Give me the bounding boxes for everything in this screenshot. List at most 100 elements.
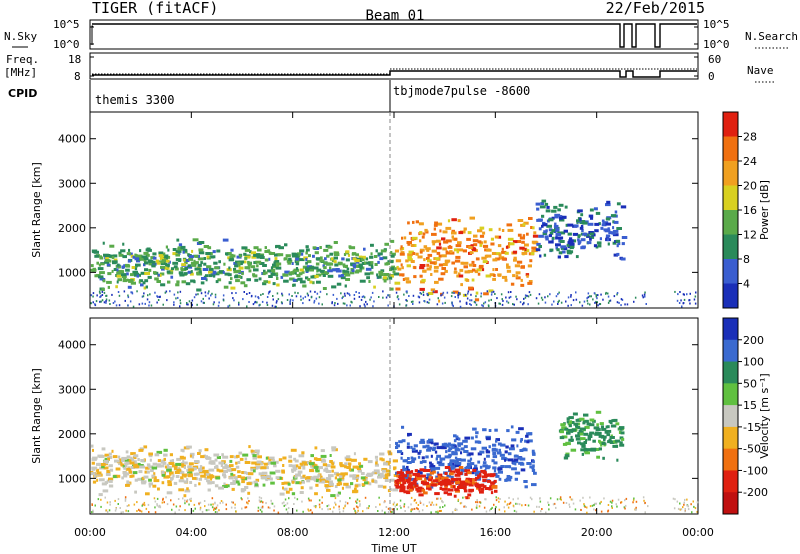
power-cell bbox=[377, 275, 382, 279]
vel-cell bbox=[418, 510, 421, 513]
vel-cell bbox=[102, 489, 109, 493]
power-cell bbox=[348, 292, 350, 295]
vel-cell bbox=[261, 510, 263, 513]
vel-cell bbox=[606, 433, 611, 437]
power-cell bbox=[581, 229, 584, 232]
power-cell bbox=[129, 300, 132, 303]
vel-cell bbox=[568, 424, 572, 428]
vel-cell bbox=[400, 469, 403, 472]
power-cell bbox=[465, 278, 470, 282]
power-cell bbox=[143, 286, 147, 290]
vel-cell bbox=[454, 488, 460, 492]
power-cell bbox=[473, 243, 478, 247]
vel-cell bbox=[265, 456, 268, 460]
vel-cell bbox=[278, 458, 283, 462]
vel-cell bbox=[221, 453, 224, 457]
power-cell bbox=[428, 298, 431, 301]
power-cell bbox=[464, 270, 470, 274]
power-cell bbox=[316, 269, 319, 273]
power-cell bbox=[501, 229, 505, 232]
vel-cell bbox=[620, 431, 625, 435]
vel-cell bbox=[219, 502, 221, 505]
power-cell bbox=[430, 288, 436, 292]
vel-cell bbox=[270, 499, 272, 502]
power-cell bbox=[198, 251, 205, 255]
power-cell bbox=[567, 232, 572, 236]
power-cell bbox=[566, 251, 572, 255]
vel-cell bbox=[163, 501, 165, 504]
power-cell bbox=[355, 253, 359, 257]
vel-cell bbox=[437, 473, 443, 477]
vel-cell bbox=[402, 485, 406, 489]
vel-cell bbox=[318, 480, 324, 484]
power-cell bbox=[679, 291, 681, 293]
vel-cell bbox=[448, 453, 452, 457]
power-cell bbox=[510, 291, 512, 293]
nave-tick-bottom: 0 bbox=[708, 70, 715, 83]
power-cell bbox=[155, 259, 159, 263]
power-cell bbox=[170, 275, 174, 279]
power-cell bbox=[611, 231, 614, 235]
power-cell bbox=[520, 283, 525, 287]
vel-cell bbox=[510, 444, 515, 448]
vel-cell bbox=[696, 501, 699, 504]
vel-cell bbox=[580, 509, 582, 511]
vel-cell bbox=[329, 508, 331, 510]
vel-cell bbox=[124, 498, 127, 500]
vel-cell bbox=[613, 418, 618, 422]
vel-cell bbox=[252, 456, 257, 460]
vel-cell bbox=[296, 498, 299, 501]
vel-cell bbox=[406, 465, 409, 469]
vel-cell bbox=[150, 468, 153, 472]
power-cell bbox=[507, 301, 510, 304]
vel-cell bbox=[317, 478, 322, 482]
vel-cell bbox=[179, 505, 181, 508]
vel-cell bbox=[101, 447, 106, 451]
power-cell bbox=[644, 291, 646, 294]
vel-cell bbox=[343, 482, 349, 486]
vel-cell bbox=[321, 496, 323, 499]
vel-cell bbox=[214, 507, 217, 510]
power-cell bbox=[246, 293, 248, 295]
vel-cell bbox=[457, 486, 463, 489]
power-cell bbox=[580, 224, 584, 228]
power-cell bbox=[452, 305, 454, 307]
power-cell bbox=[127, 304, 129, 307]
power-cell bbox=[183, 272, 188, 276]
power-cell bbox=[291, 295, 293, 297]
vel-cell bbox=[454, 507, 457, 510]
power-cell bbox=[587, 222, 594, 226]
vel-cell bbox=[106, 511, 109, 513]
vel-cell bbox=[595, 428, 601, 432]
power-cell bbox=[394, 249, 399, 253]
vel-cell bbox=[595, 509, 597, 512]
vel-cell bbox=[482, 461, 487, 465]
vel-cell bbox=[332, 510, 334, 513]
vel-cell bbox=[272, 459, 275, 463]
vel-cell bbox=[148, 484, 151, 488]
power-cell bbox=[431, 240, 437, 244]
vel-cell bbox=[581, 452, 584, 456]
vel-cell bbox=[420, 481, 425, 484]
vel-cell bbox=[506, 503, 509, 506]
vel-cell bbox=[279, 492, 285, 496]
power-cell bbox=[210, 294, 212, 297]
vel-cell bbox=[318, 499, 321, 502]
power-cell bbox=[143, 292, 145, 295]
power-cell bbox=[447, 219, 451, 223]
power-cell bbox=[95, 300, 98, 303]
vel-cell bbox=[611, 419, 616, 423]
vel-cell bbox=[364, 481, 369, 485]
vel-cell bbox=[359, 504, 361, 507]
vel-cell bbox=[613, 440, 616, 444]
power-cell bbox=[479, 234, 485, 238]
colorbar-segment bbox=[723, 448, 738, 471]
vel-cell bbox=[436, 471, 440, 475]
vel-cell bbox=[213, 509, 215, 511]
vel-cell bbox=[215, 506, 218, 509]
power-cell bbox=[264, 258, 269, 262]
vel-cell bbox=[348, 464, 351, 468]
power-cell bbox=[689, 292, 691, 295]
power-cell bbox=[187, 303, 189, 306]
power-cell bbox=[540, 296, 543, 299]
